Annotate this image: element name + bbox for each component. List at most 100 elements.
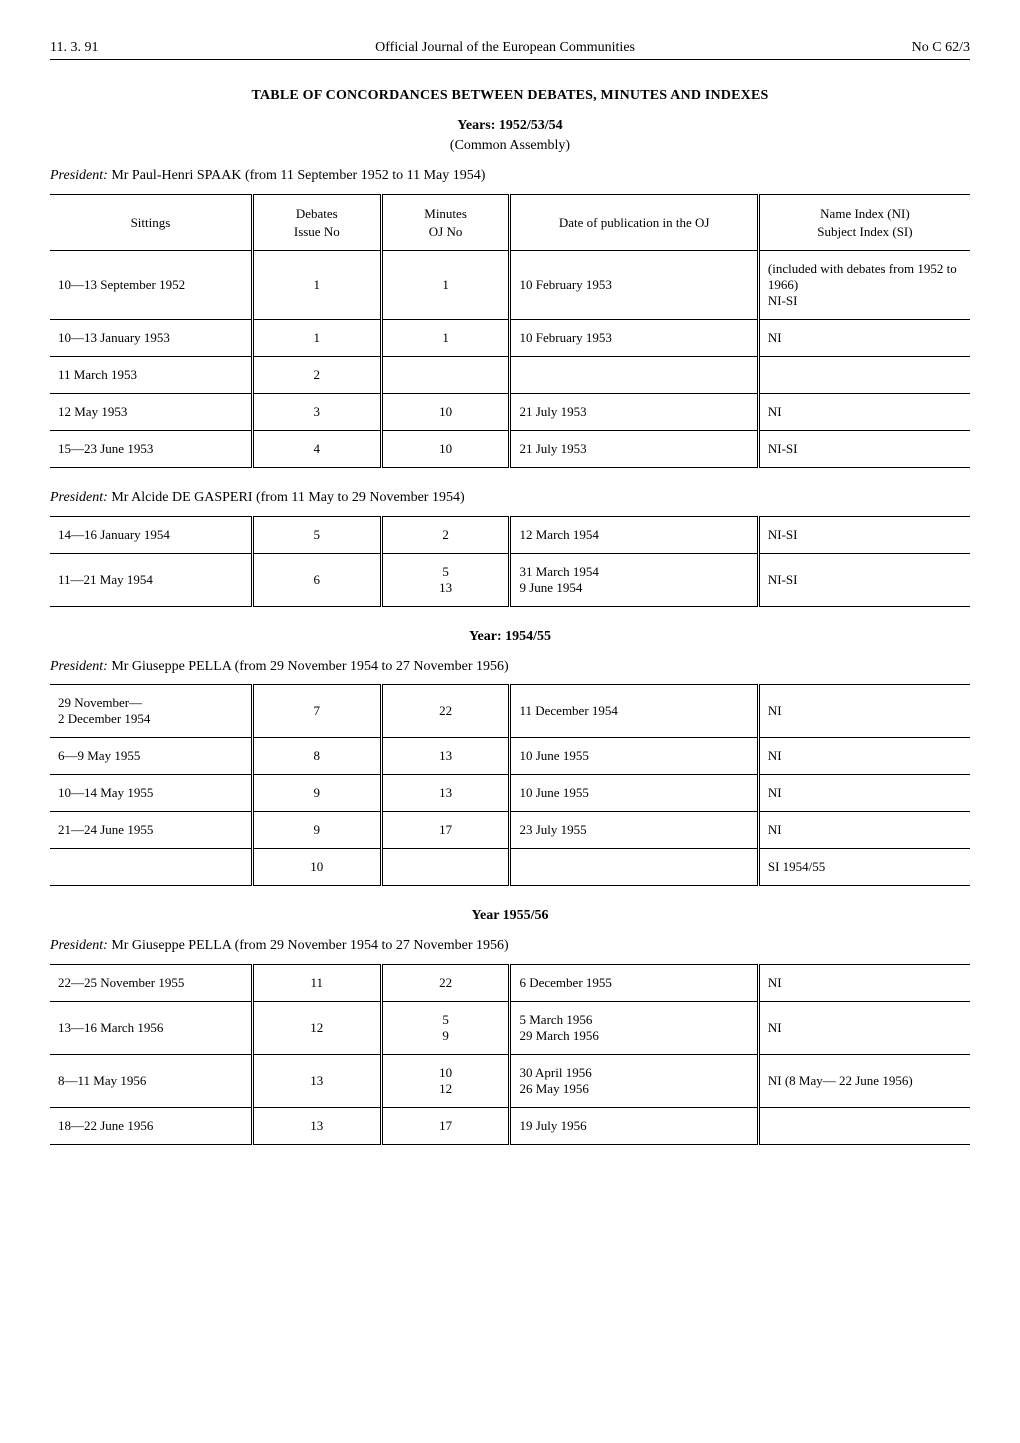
cell: 6 December 1955: [510, 964, 758, 1001]
header-left: 11. 3. 91: [50, 40, 98, 56]
table-body: 10—13 September 19521110 February 1953(i…: [50, 251, 970, 468]
cell: 12: [252, 1001, 381, 1054]
table-row: 6—9 May 195581310 June 1955NI: [50, 738, 970, 775]
cell: 10 June 1955: [510, 738, 758, 775]
table-1956: 22—25 November 195511226 December 1955NI…: [50, 964, 970, 1145]
cell: [510, 849, 758, 886]
cell: 8—11 May 1956: [50, 1054, 252, 1107]
cell: 6: [252, 553, 381, 606]
table-row: 11—21 May 1954651331 March 19549 June 19…: [50, 553, 970, 606]
cell: 11—21 May 1954: [50, 553, 252, 606]
assembly-note: (Common Assembly): [50, 138, 970, 154]
table-row: 10 SI 1954/55: [50, 849, 970, 886]
cell: NI: [758, 1001, 970, 1054]
col-minutes: MinutesOJ No: [381, 195, 510, 251]
table-row: 10—13 January 19531110 February 1953NI: [50, 320, 970, 357]
cell: NI: [758, 775, 970, 812]
cell: 13: [252, 1107, 381, 1144]
cell: 13: [381, 738, 510, 775]
cell: 22: [381, 685, 510, 738]
cell: NI-SI: [758, 516, 970, 553]
cell: 9: [252, 775, 381, 812]
cell: 31 March 19549 June 1954: [510, 553, 758, 606]
table-row: 22—25 November 195511226 December 1955NI: [50, 964, 970, 1001]
cell: 10: [381, 394, 510, 431]
cell: 11 December 1954: [510, 685, 758, 738]
page-header: 11. 3. 91 Official Journal of the Europe…: [50, 40, 970, 60]
cell: (included with debates from 1952 to 1966…: [758, 251, 970, 320]
table-row: 12 May 195331021 July 1953NI: [50, 394, 970, 431]
cell: 10—13 January 1953: [50, 320, 252, 357]
cell: [758, 1107, 970, 1144]
table-row: 15—23 June 195341021 July 1953NI-SI: [50, 431, 970, 468]
cell: NI: [758, 964, 970, 1001]
cell: 4: [252, 431, 381, 468]
president-name: Mr Giuseppe PELLA (from 29 November 1954…: [111, 938, 508, 953]
cell: 13: [252, 1054, 381, 1107]
cell: 30 April 195626 May 1956: [510, 1054, 758, 1107]
table-1955: 29 November—2 December 195472211 Decembe…: [50, 685, 970, 887]
cell: 1012: [381, 1054, 510, 1107]
table-row: 13—16 March 195612595 March 195629 March…: [50, 1001, 970, 1054]
col-index-label: Name Index (NI)Subject Index (SI): [768, 205, 962, 240]
cell: 1: [381, 320, 510, 357]
years-1955: Year 1955/56: [50, 908, 970, 924]
cell: 19 July 1956: [510, 1107, 758, 1144]
table-row: 8—11 May 195613101230 April 195626 May 1…: [50, 1054, 970, 1107]
cell: [381, 357, 510, 394]
table-row: 18—22 June 1956131719 July 1956: [50, 1107, 970, 1144]
cell: 23 July 1955: [510, 812, 758, 849]
table-body: 14—16 January 19545212 March 1954NI-SI11…: [50, 516, 970, 606]
cell: [381, 849, 510, 886]
cell: 12 May 1953: [50, 394, 252, 431]
years-1954: Year: 1954/55: [50, 629, 970, 645]
table-1952: Sittings DebatesIssue No MinutesOJ No Da…: [50, 194, 970, 468]
header-right: No C 62/3: [912, 40, 970, 56]
cell: 12 March 1954: [510, 516, 758, 553]
cell: 22: [381, 964, 510, 1001]
cell: 8: [252, 738, 381, 775]
cell: SI 1954/55: [758, 849, 970, 886]
header-center: Official Journal of the European Communi…: [375, 40, 635, 56]
cell: 1: [252, 320, 381, 357]
table-row: 21—24 June 195591723 July 1955NI: [50, 812, 970, 849]
cell: 22—25 November 1955: [50, 964, 252, 1001]
cell: 1: [252, 251, 381, 320]
col-sittings: Sittings: [50, 195, 252, 251]
cell: 10: [381, 431, 510, 468]
cell: 1: [381, 251, 510, 320]
col-debates-label: DebatesIssue No: [262, 205, 372, 240]
cell: 5 March 195629 March 1956: [510, 1001, 758, 1054]
cell: 10: [252, 849, 381, 886]
cell: NI-SI: [758, 553, 970, 606]
cell: [510, 357, 758, 394]
cell: 13: [381, 775, 510, 812]
cell: 17: [381, 812, 510, 849]
cell: 513: [381, 553, 510, 606]
cell: NI: [758, 685, 970, 738]
cell: 15—23 June 1953: [50, 431, 252, 468]
cell: 10 February 1953: [510, 320, 758, 357]
president-line-4: President: Mr Giuseppe PELLA (from 29 No…: [50, 938, 970, 954]
cell: 9: [252, 812, 381, 849]
cell: 21—24 June 1955: [50, 812, 252, 849]
cell: 13—16 March 1956: [50, 1001, 252, 1054]
president-prefix: President:: [50, 490, 108, 505]
table-row: 14—16 January 19545212 March 1954NI-SI: [50, 516, 970, 553]
cell: 10 February 1953: [510, 251, 758, 320]
cell: 14—16 January 1954: [50, 516, 252, 553]
col-minutes-label: MinutesOJ No: [391, 205, 501, 240]
president-line-2: President: Mr Alcide DE GASPERI (from 11…: [50, 490, 970, 506]
president-prefix: President:: [50, 659, 108, 674]
cell: 7: [252, 685, 381, 738]
cell: 21 July 1953: [510, 394, 758, 431]
cell: [50, 849, 252, 886]
cell: NI-SI: [758, 431, 970, 468]
table-row: 10—13 September 19521110 February 1953(i…: [50, 251, 970, 320]
president-name: Mr Alcide DE GASPERI (from 11 May to 29 …: [111, 490, 464, 505]
years-1952: Years: 1952/53/54: [50, 118, 970, 134]
col-index: Name Index (NI)Subject Index (SI): [758, 195, 970, 251]
cell: 3: [252, 394, 381, 431]
table-header-row: Sittings DebatesIssue No MinutesOJ No Da…: [50, 195, 970, 251]
table-body: 29 November—2 December 195472211 Decembe…: [50, 685, 970, 886]
